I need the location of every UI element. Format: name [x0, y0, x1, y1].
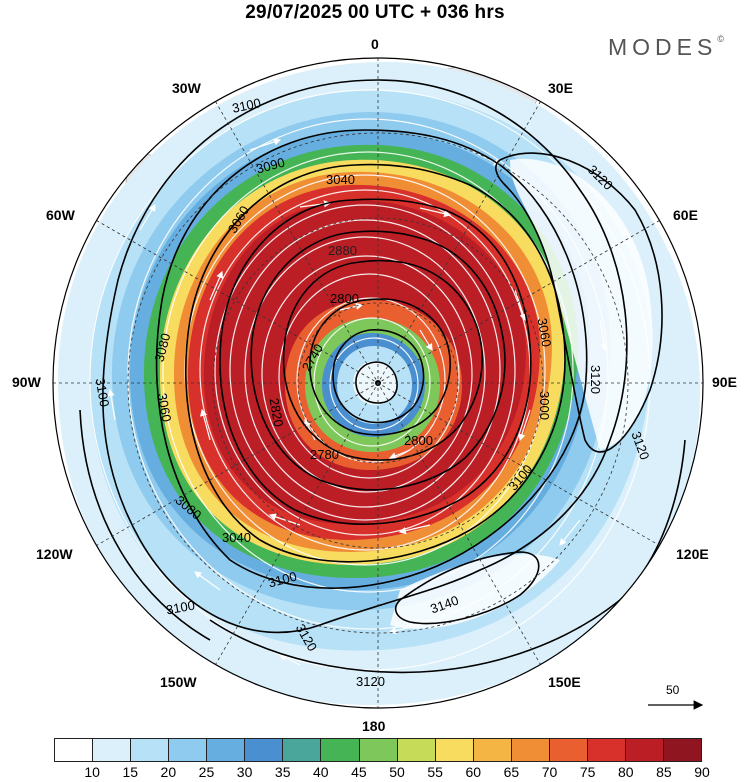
- brand-name: MODES: [608, 34, 718, 60]
- contour-label: 2800: [404, 433, 433, 448]
- colorbar-swatch: [473, 739, 512, 761]
- brand-logo: MODES©: [608, 34, 724, 61]
- colorbar-tick-label: 65: [503, 764, 520, 780]
- meridian-label-120w: 120W: [36, 546, 73, 562]
- contour-label: 3120: [587, 365, 603, 394]
- contour-label: 2880: [328, 243, 357, 258]
- map-border: [52, 57, 704, 709]
- colorbar-swatch: [664, 739, 702, 761]
- height-contours: [79, 79, 686, 674]
- colorbar-tick-label: 80: [617, 764, 634, 780]
- graticule: [53, 58, 703, 708]
- contour-label: 3040: [326, 172, 355, 187]
- colorbar-tick-label: 30: [236, 764, 253, 780]
- colorbar: [54, 738, 702, 762]
- meridian-label-60w: 60W: [46, 207, 75, 223]
- colorbar-tick-label: 10: [84, 764, 100, 780]
- colorbar-swatch: [549, 739, 588, 761]
- contour-label: 3000: [536, 391, 552, 420]
- colorbar-swatch: [359, 739, 398, 761]
- colorbar-swatch: [435, 739, 474, 761]
- colorbar-swatch: [321, 739, 360, 761]
- colorbar-swatch: [245, 739, 284, 761]
- meridian-label-150w: 150W: [160, 674, 197, 690]
- contour-label: 2800: [330, 291, 359, 306]
- brand-mark: ©: [717, 34, 724, 45]
- meridian-label-120e: 120E: [676, 546, 709, 562]
- colorbar-swatch: [511, 739, 550, 761]
- colorbar-tick-label: 60: [465, 764, 482, 780]
- colorbar-swatch: [131, 739, 170, 761]
- colorbar-tick-label: 25: [198, 764, 215, 780]
- colorbar-tick-label: 50: [389, 764, 405, 780]
- colorbar-ticks: 10 15 20 25 30 35 40 45 50 55 60 65 70 75 80 85 90: [54, 764, 709, 782]
- meridian-label-30e: 30E: [548, 80, 573, 96]
- meridian-label-0: 0: [371, 36, 379, 52]
- colorbar-tick-label: 75: [579, 764, 596, 780]
- colorbar-tick-label: 85: [656, 764, 672, 780]
- reference-vector-label: 50: [666, 683, 680, 697]
- meridian-label-90e: 90E: [712, 374, 737, 390]
- meridian-label-90w: 90W: [12, 374, 41, 390]
- colorbar-swatch: [93, 739, 132, 761]
- colorbar-tick-label: 20: [160, 764, 177, 780]
- meridian-label-60e: 60E: [673, 207, 698, 223]
- colorbar-swatch: [283, 739, 322, 761]
- colorbar-tick-label: 90: [694, 764, 710, 780]
- chart-title: 29/07/2025 00 UTC + 036 hrs: [245, 2, 505, 23]
- colorbar-swatch: [625, 739, 664, 761]
- colorbar-tick-label: 45: [351, 764, 367, 780]
- contour-label: 2780: [310, 447, 339, 462]
- colorbar-tick-label: 70: [541, 764, 558, 780]
- colorbar-swatch: [397, 739, 436, 761]
- colorbar-swatch: [169, 739, 208, 761]
- colorbar-swatch: [207, 739, 246, 761]
- colorbar-tick-label: 55: [427, 764, 443, 780]
- colorbar-tick-label: 35: [274, 764, 291, 780]
- contour-label: 3120: [356, 674, 385, 689]
- colorbar-tick-label: 40: [313, 764, 329, 780]
- meridian-label-30w: 30W: [172, 80, 201, 96]
- colorbar-swatch: [587, 739, 626, 761]
- contour-label: 3040: [222, 530, 251, 545]
- meridian-label-150e: 150E: [548, 674, 581, 690]
- meridian-label-180: 180: [362, 718, 386, 734]
- colorbar-swatch: [55, 739, 94, 761]
- colorbar-tick-label: 15: [122, 764, 139, 780]
